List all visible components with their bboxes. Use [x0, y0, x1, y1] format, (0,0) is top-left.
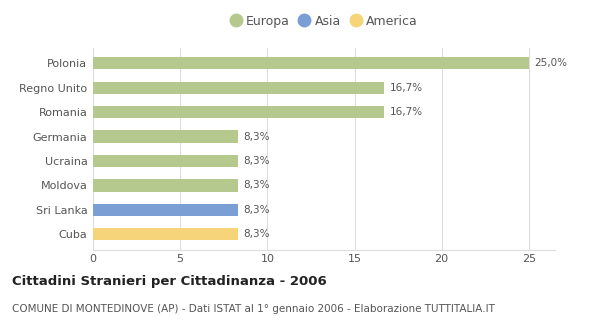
- Bar: [93, 106, 384, 118]
- Bar: [93, 82, 384, 94]
- Bar: [93, 228, 238, 240]
- Bar: [93, 155, 238, 167]
- Text: Cittadini Stranieri per Cittadinanza - 2006: Cittadini Stranieri per Cittadinanza - 2…: [12, 275, 327, 288]
- Legend: Europa, Asia, America: Europa, Asia, America: [226, 10, 422, 33]
- Text: COMUNE DI MONTEDINOVE (AP) - Dati ISTAT al 1° gennaio 2006 - Elaborazione TUTTIT: COMUNE DI MONTEDINOVE (AP) - Dati ISTAT …: [12, 304, 495, 314]
- Text: 25,0%: 25,0%: [534, 58, 567, 68]
- Bar: [93, 57, 529, 69]
- Text: 8,3%: 8,3%: [243, 229, 269, 239]
- Text: 8,3%: 8,3%: [243, 180, 269, 190]
- Text: 8,3%: 8,3%: [243, 132, 269, 141]
- Bar: [93, 131, 238, 143]
- Text: 16,7%: 16,7%: [389, 107, 422, 117]
- Text: 8,3%: 8,3%: [243, 156, 269, 166]
- Bar: [93, 179, 238, 192]
- Text: 8,3%: 8,3%: [243, 205, 269, 215]
- Bar: [93, 204, 238, 216]
- Text: 16,7%: 16,7%: [389, 83, 422, 93]
